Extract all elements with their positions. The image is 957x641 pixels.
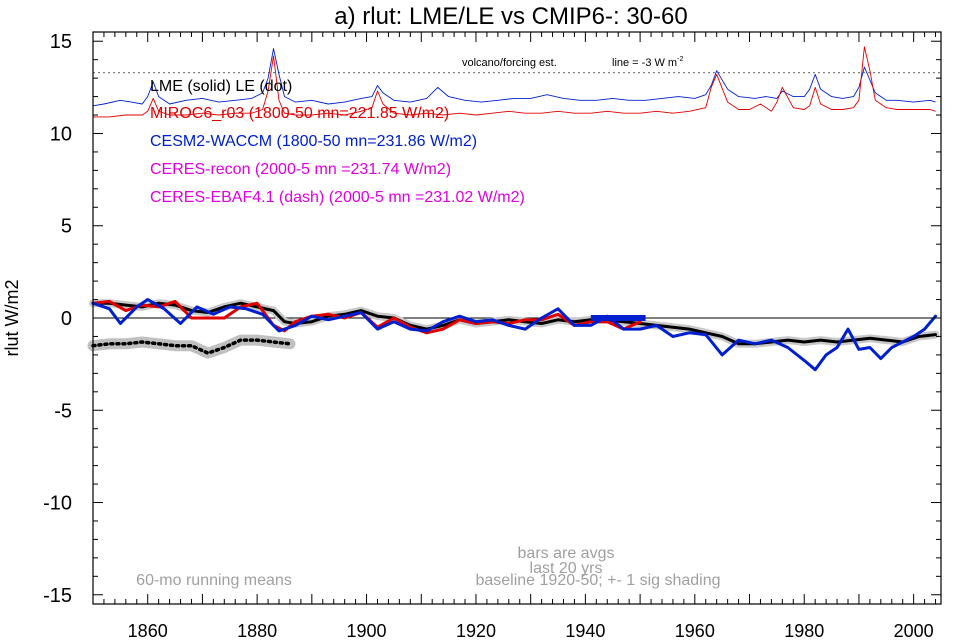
- legend-cesm2-waccm: CESM2-WACCM (1800-50 mn=231.86 W/m2): [150, 133, 477, 150]
- x-tick-label: 1900: [347, 621, 387, 641]
- y-tick-label: -10: [43, 493, 72, 515]
- forcing-line-0: [92, 48, 936, 107]
- y-axis-label: rlut W/m2: [2, 279, 22, 356]
- x-tick-label: 1860: [128, 621, 168, 641]
- forcing-line-1: [93, 46, 936, 118]
- x-tick-label: 1940: [565, 621, 605, 641]
- axis-layer: 1860 1880 1900 1920 1940 1960 1980 2000 -15 -10 -5…: [43, 31, 942, 641]
- annotation-running-means: 60-mo running means: [136, 572, 292, 589]
- x-tick-label: 1920: [456, 621, 496, 641]
- volcano-line-label-text: line = -3 W m: [612, 57, 677, 69]
- series-line-1: [91, 338, 292, 355]
- legend-ceres-recon: CERES-recon (2000-5 mn =231.74 W/m2): [150, 161, 451, 178]
- y-tick-label: 5: [61, 216, 72, 238]
- legend-miroc6: MIROC6_r03 (1800-50 mn=221.85 W/m2): [150, 105, 449, 122]
- volcano-line-label-sup: -2: [677, 56, 683, 63]
- volcano-label: volcano/forcing est.: [462, 57, 557, 69]
- legend-ceres-ebaf: CERES-EBAF4.1 (dash) (2000-5 mn =231.02 …: [150, 189, 525, 206]
- series-line-3: [91, 298, 937, 372]
- y-tick-label: 10: [50, 123, 72, 145]
- series-line-0: [91, 301, 937, 346]
- y-tick-label: 15: [50, 31, 72, 53]
- avg-bar: [590, 315, 646, 321]
- x-tick-label: 1980: [784, 621, 824, 641]
- volcano-line-label: line = -3 W m-2: [612, 56, 683, 69]
- x-tick-label: 1960: [675, 621, 715, 641]
- annotation-bars-are-avgs: bars are avgs: [518, 545, 615, 562]
- chart-title: a) rlut: LME/LE vs CMIP6-: 30-60: [334, 3, 687, 30]
- series-layer: [87, 46, 940, 372]
- y-tick-label: -5: [54, 400, 72, 422]
- annotation-last-20-yrs: last 20 yrs: [530, 560, 603, 577]
- annotation-baseline: baseline 1920-50; +- 1 sig shading: [475, 572, 720, 589]
- legend-lme-le: LME (solid) LE (dot): [150, 78, 292, 95]
- x-tick-label: 1880: [237, 621, 277, 641]
- x-tick-label: 2000: [894, 621, 934, 641]
- y-tick-label: 0: [61, 308, 72, 330]
- y-tick-label: -15: [43, 585, 72, 607]
